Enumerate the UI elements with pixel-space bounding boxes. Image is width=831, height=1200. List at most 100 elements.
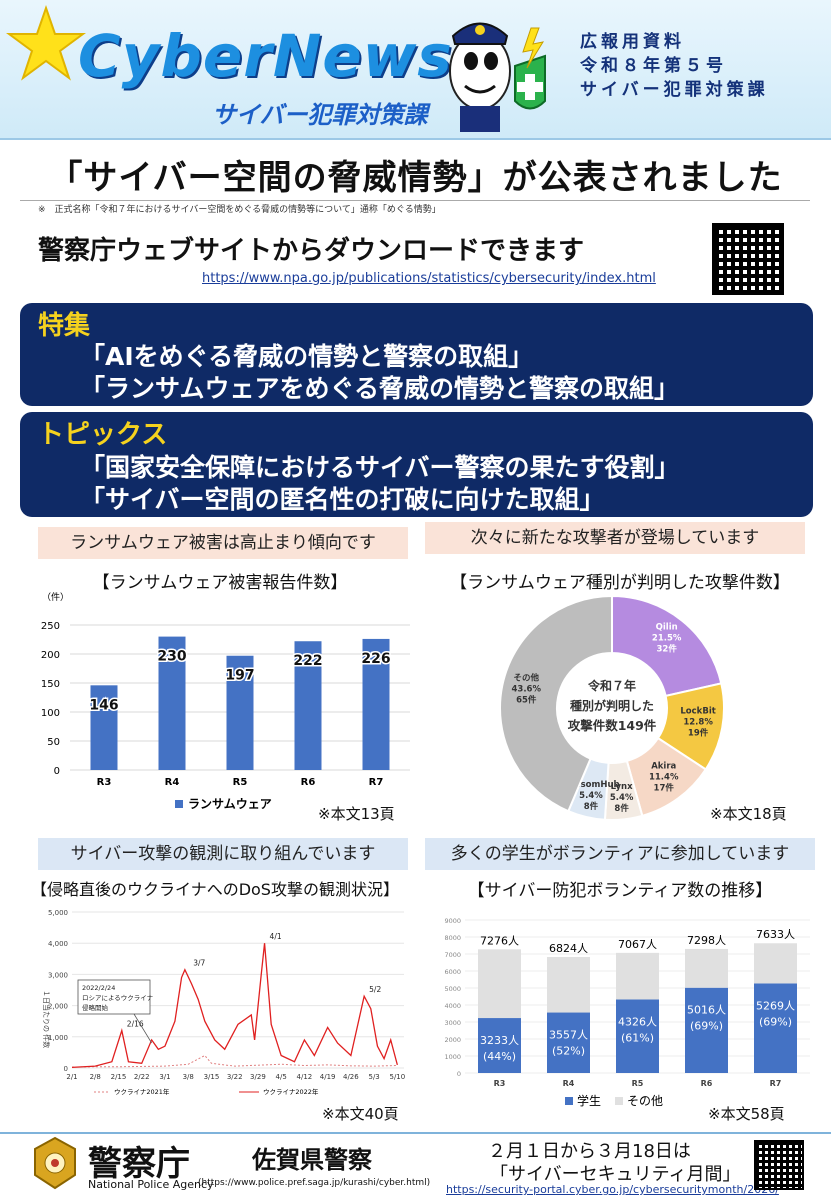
legend-label: ウクライナ2021年 [114, 1087, 170, 1096]
y-tick-label: 7000 [444, 951, 461, 959]
legend-swatch [175, 800, 183, 808]
series-line-2021 [71, 1054, 398, 1068]
y-tick-label: 1000 [444, 1053, 461, 1061]
x-tick-label: 3/15 [204, 1073, 220, 1081]
x-tick-label: 2/15 [111, 1073, 127, 1081]
bar-student [685, 987, 728, 1073]
data-label: 197 [225, 668, 254, 684]
data-label: 146 [89, 697, 118, 713]
x-tick-label: R7 [369, 777, 384, 788]
y-tick-label: 3,000 [48, 971, 68, 979]
bar-other [754, 943, 797, 984]
slice-count: 17件 [654, 783, 675, 794]
x-tick-label: 4/26 [343, 1073, 359, 1081]
x-tick-label: R3 [97, 777, 112, 788]
x-tick-label: 5/3 [368, 1073, 379, 1081]
x-tick-label: R4 [563, 1079, 575, 1088]
slice-label: Qilin [656, 623, 678, 633]
y-tick-label: 2000 [444, 1036, 461, 1044]
qr-code[interactable] [754, 1140, 804, 1190]
month-link[interactable]: https://security-portal.cyber.go.jp/cybe… [446, 1183, 779, 1196]
student-percent: (69%) [690, 1020, 723, 1033]
slice-label: その他 [513, 673, 539, 684]
slice-percent: 12.8% [683, 718, 713, 728]
y-tick-label: 0 [54, 766, 60, 777]
student-percent: (44%) [483, 1050, 516, 1063]
slice-label: RansomHub [562, 780, 619, 790]
student-label: 5269人 [756, 999, 795, 1012]
x-tick-label: R5 [632, 1079, 644, 1088]
student-label: 3557人 [549, 1029, 588, 1042]
x-tick-label: 4/19 [320, 1073, 336, 1081]
total-label: 7067人 [618, 938, 657, 951]
y-axis-label: （件） [42, 591, 69, 603]
y-tick-label: 150 [41, 679, 60, 690]
saga-police: 佐賀県警察 [252, 1145, 372, 1174]
donut-slice [611, 594, 723, 698]
peak-annotation: 4/1 [270, 932, 282, 941]
download-text: 警察庁ウェブサイトからダウンロードできます [38, 236, 585, 266]
cybernews-logo: CyberNews [78, 22, 453, 90]
student-percent: (52%) [552, 1045, 585, 1058]
y-tick-label: 250 [41, 621, 60, 632]
donut-center-text: 種別が判明した [570, 698, 654, 713]
series-line-2022 [71, 943, 398, 1069]
peak-annotation: 5/2 [369, 985, 381, 994]
police-emblem-icon [34, 1136, 76, 1190]
topic-item: 「国家安全保障におけるサイバー警察の果たす役割」 [80, 453, 680, 482]
x-tick-label: R7 [770, 1079, 782, 1088]
slice-count: 32件 [656, 644, 677, 655]
qr-code[interactable] [712, 223, 784, 295]
slice-percent: 11.4% [649, 773, 679, 783]
bar-student [616, 999, 659, 1073]
bar-student [754, 983, 797, 1073]
x-tick-label: 3/8 [183, 1073, 194, 1081]
legend-swatch [565, 1097, 573, 1105]
y-tick-label: 0 [64, 1065, 68, 1073]
total-label: 7633人 [756, 928, 795, 941]
footer-divider [0, 1132, 831, 1134]
chart-title: 【ランサムウェア被害報告件数】 [92, 573, 348, 593]
callout-text: 侵略開始 [82, 1003, 109, 1012]
callout-text: ロシアによるウクライナ [82, 994, 153, 1002]
x-tick-label: 4/12 [297, 1073, 313, 1081]
callout-pointer [133, 1013, 153, 1044]
chart-title: 【侵略直後のウクライナへのDoS攻撃の観測状況】 [31, 880, 399, 899]
student-percent: (69%) [759, 1015, 792, 1028]
panel-pill: 次々に新たな攻撃者が登場しています [425, 522, 805, 554]
panel-pill: サイバー攻撃の観測に取り組んでいます [38, 838, 408, 870]
page-note: ※本文13頁 [318, 805, 395, 823]
slice-label: Akira [651, 762, 676, 772]
page-note: ※本文58頁 [708, 1105, 785, 1123]
header-band [0, 0, 831, 140]
x-tick-label: 3/22 [227, 1073, 243, 1081]
slice-label: LockBit [680, 707, 715, 717]
x-tick-label: 5/10 [389, 1073, 405, 1081]
x-tick-label: R3 [494, 1079, 506, 1088]
download-link[interactable]: https://www.npa.go.jp/publications/stati… [202, 271, 656, 286]
donut-center-text: 攻撃件数149件 [568, 718, 657, 733]
slice-count: 8件 [614, 803, 629, 814]
divider [20, 200, 810, 201]
ransomware-bar-chart: （件） 0 50 100 150 200 250 146 R3 230 R4 197 R5 222 R6 22… [41, 591, 410, 811]
bar-student [478, 1018, 521, 1073]
x-tick-label: R6 [301, 777, 316, 788]
slice-percent: 5.4% [610, 793, 634, 803]
student-label: 5016人 [687, 1004, 726, 1017]
feature-item: 「AIをめぐる脅威の情勢と警察の取組」 [80, 342, 534, 371]
slice-count: 19件 [688, 728, 709, 739]
total-label: 6824人 [549, 942, 588, 955]
slice-count: 65件 [516, 695, 537, 706]
bar [158, 636, 186, 770]
legend-swatch [615, 1097, 623, 1105]
bar [90, 685, 118, 770]
data-label: 226 [361, 651, 390, 667]
panel-pill: 多くの学生がボランティアに参加しています [425, 838, 815, 870]
y-tick-label: 2,000 [48, 1003, 68, 1011]
x-tick-label: 4/5 [276, 1073, 287, 1081]
bar-other [478, 949, 521, 1019]
bar [362, 638, 390, 770]
feature-item: 「ランサムウェアをめぐる脅威の情勢と警察の取組」 [80, 374, 680, 403]
y-tick-label: 200 [41, 650, 60, 661]
